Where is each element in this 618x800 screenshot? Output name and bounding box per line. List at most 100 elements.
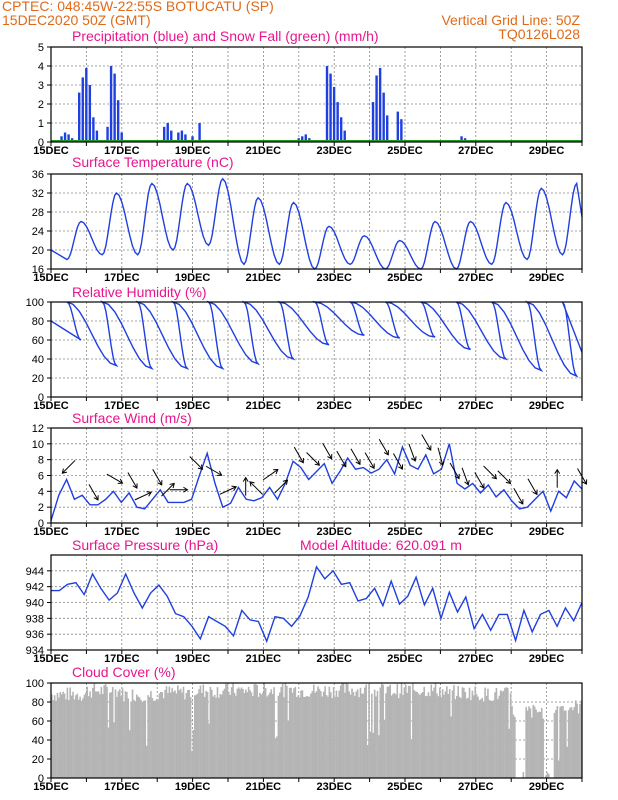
wind-direction-arrow [219,485,238,495]
cloud-cover-bar [535,709,537,778]
panel-border [50,682,583,779]
cloud-cover-bar [137,696,139,778]
cloud-cover-bar [196,693,199,778]
cloud-cover-bar [400,683,403,778]
cloud-cover-bar [124,691,127,778]
wind-arrow-head [383,450,389,456]
pressure-panel-title: Surface Pressure (hPa) [72,537,218,553]
x-tick-label: 17DEC [104,145,140,157]
cloud-cover-bar [478,700,481,778]
run-date-header: 15DEC2020 50Z (GMT) [2,12,151,28]
precipitation-bar [180,130,184,142]
cloud-cover-bar [252,696,254,778]
cloud-cover-bar [301,690,304,778]
x-tick-label: 27DEC [458,272,494,284]
x-tick-label: 19DEC [175,526,211,538]
cloud-cover-bar [154,700,156,778]
wind-direction-arrow [392,453,404,470]
wind-arrow-head [242,476,249,482]
wind-arrow-head [157,480,163,486]
x-tick-label: 17DEC [104,653,140,665]
cloud-cover-bar [359,687,362,778]
y-tick-label: 12 [32,423,44,435]
cloud-cover-bar [346,684,349,778]
wind-arrow-shaft [61,460,76,474]
cloud-cover-bar [371,693,373,778]
y-tick-label: 32 [32,188,44,200]
cloud-cover-bar [334,696,336,778]
y-tick-label: 936 [26,629,44,641]
cloud-cover-bar [497,699,499,778]
cloud-cover-bar [270,689,273,778]
cloud-cover-bar [240,687,243,778]
cloud-cover-bar [308,696,311,778]
cloud-cover-bar [104,684,107,778]
y-tick-label: 80 [32,697,44,709]
wind-arrow-head [282,479,289,485]
cloud-cover-bar [532,705,535,778]
x-tick-label: 15DEC [33,526,69,538]
precipitation-bar [375,75,378,142]
x-tick-label: 17DEC [104,400,140,412]
cloud-cover-bar [395,694,397,778]
cloud-cover-bar [141,701,144,778]
cloud-cover-bar [267,694,270,778]
panel-border [50,427,583,524]
cloud-cover-bar [167,693,169,778]
cloud-cover-bar [209,686,212,778]
cloud-cover-bar [499,690,502,778]
cloud-cover-bar [157,699,159,778]
cloud-cover-bar [329,692,332,778]
cloud-cover-bar [194,695,196,778]
wind-direction-arrow [474,472,485,489]
cloud-cover-bar [99,694,101,778]
cloud-cover-bar [361,693,363,778]
y-tick-label: 24 [32,226,44,238]
y-tick-label: 942 [26,582,44,594]
cloud-cover-bar [225,683,227,778]
cloud-cover-bar [247,686,250,778]
cloud-cover-bar [110,692,113,778]
wind-arrow-head [231,485,238,491]
cloud-cover-bar [297,695,299,778]
cloud-cover-bar [111,686,114,778]
precipitation-bar [329,73,332,142]
x-tick-label: 23DEC [316,272,352,284]
temperature-panel-title: Surface Temperature (nC) [72,154,234,170]
wind-direction-arrow [169,486,189,493]
cloud-cover-bar [264,687,267,778]
cloud-cover-bar [303,696,305,778]
wind-direction-arrow [437,447,445,467]
wind-speed-line [50,443,583,521]
wind-arrow-head [117,478,124,484]
x-tick-label: 17DEC [104,781,140,793]
cloud-cover-bar [498,695,501,778]
precipitation-bar [400,119,403,142]
cloud-cover-bar [416,691,418,778]
wind-arrow-head [216,470,223,476]
cloud-cover-bar [257,696,260,778]
panel-border [50,554,583,651]
wind-direction-arrow [527,478,538,496]
cloud-cover-bar [429,696,431,778]
cloud-cover-bar [172,691,175,778]
cloud-cover-bar [169,692,172,778]
precipitation-bar [396,111,400,142]
cloud-cover-bar [276,736,278,778]
x-tick-label: 19DEC [175,400,211,412]
y-tick-label: 60 [32,716,44,728]
cloud-cover-bar [140,699,142,778]
cloud-cover-bar [69,687,72,778]
cloud-cover-bar [220,694,223,778]
cloud-cover-bar [482,701,485,778]
cloud-cover-bar [254,684,257,778]
cloud-cover-bar [150,691,152,778]
wind-direction-arrow [513,488,524,505]
wind-direction-arrow [322,442,333,460]
wind-arrow-shaft [249,481,264,495]
cloud-cover-bar [205,690,207,778]
cloud-cover-bar [62,691,64,778]
x-tick-label: 19DEC [175,781,211,793]
wind-arrow-head [491,473,497,480]
cloud-cover-bar [437,696,440,778]
